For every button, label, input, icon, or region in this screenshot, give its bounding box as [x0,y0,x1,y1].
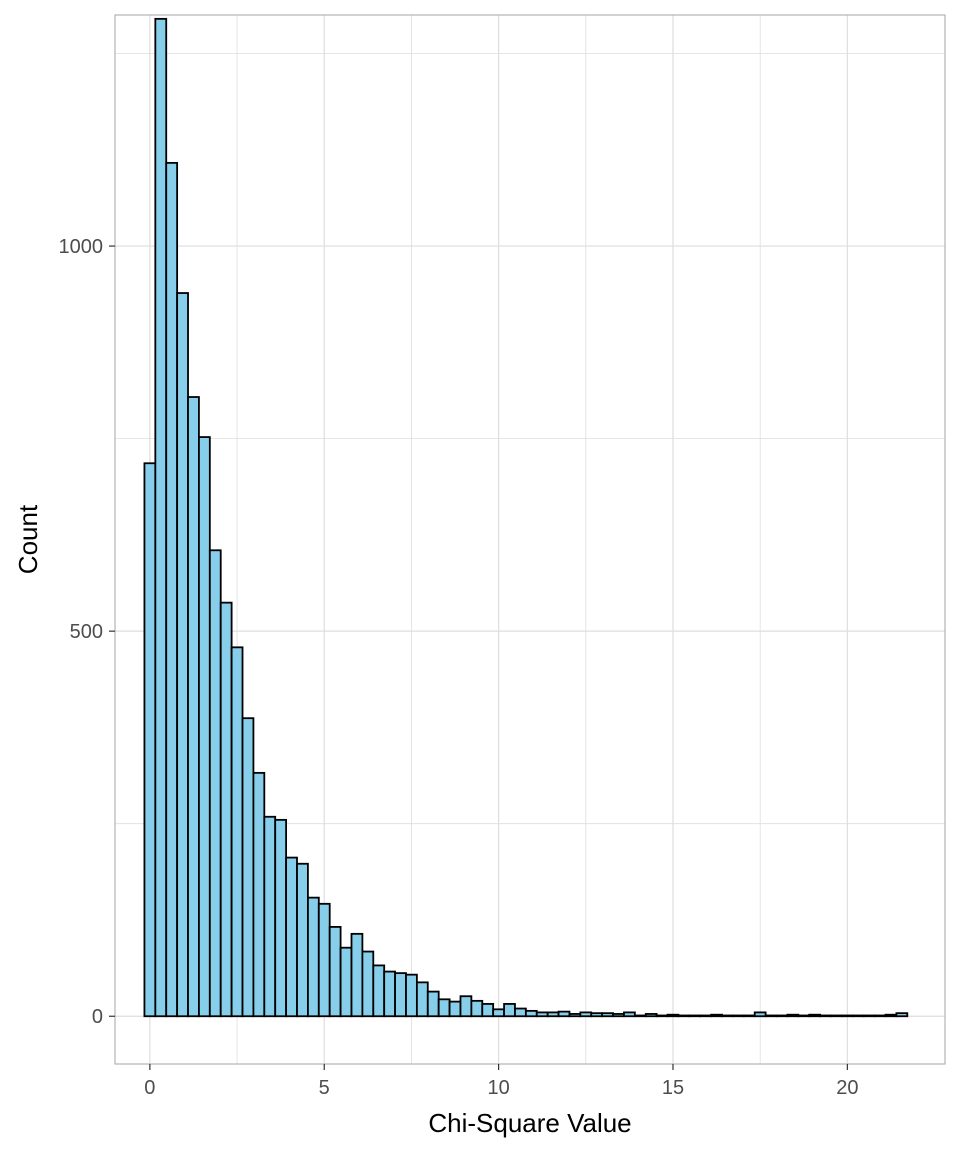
histogram-bar [568,1013,582,1018]
histogram-bar [721,1014,734,1018]
histogram-bar [328,926,342,1018]
histogram-bar [797,1014,811,1018]
y-tick-label: 1000 [59,236,104,258]
y-axis-ticks: 0 500 1000 [59,236,115,1028]
histogram-bar [285,856,298,1018]
histogram-bar [274,818,288,1018]
y-tick-label: 500 [70,621,103,643]
histogram-bar [514,1007,527,1018]
histogram-bar [219,601,233,1018]
histogram-bar [732,1014,745,1018]
histogram-bar [535,1011,549,1018]
histogram-bar [317,902,331,1018]
histogram-bar [448,1000,462,1018]
histogram-bar [677,1014,691,1018]
histogram-bar [339,946,353,1018]
histogram-bar [361,950,375,1018]
histogram-bar [808,1013,822,1018]
histogram-bar [666,1013,680,1018]
histogram-bar [176,292,189,1018]
histogram-bar [612,1013,625,1018]
panel-border [114,14,946,1065]
histogram-bar [524,1009,538,1018]
histogram-bar [492,1008,505,1018]
histogram-bar [557,1010,571,1018]
histogram-bar [187,396,200,1018]
histogram-bar [590,1012,604,1018]
x-tick-label: 5 [319,1077,330,1099]
x-tick-label: 20 [836,1077,858,1099]
histogram-bar [742,1014,756,1018]
histogram-bar [851,1014,865,1018]
y-tick-label: 0 [92,1006,103,1028]
histogram-bar [688,1014,702,1018]
histogram-bar [481,1003,495,1018]
histogram-bar [873,1014,887,1018]
x-tick-label: 10 [487,1077,509,1099]
histogram-bars [143,17,909,1018]
histogram-bar [710,1013,723,1018]
histogram-bar [208,549,222,1018]
histogram-bar [503,1003,516,1018]
x-tick-label: 15 [662,1077,684,1099]
histogram-bar [230,646,244,1018]
x-axis-title: Chi-Square Value [428,1108,631,1138]
histogram-bar [154,17,168,1018]
histogram-bar [143,462,157,1018]
histogram-bar [830,1014,843,1018]
histogram-bar [601,1012,614,1018]
histogram-bar [165,161,179,1018]
histogram-bar [394,972,407,1018]
histogram-bar [426,990,440,1018]
histogram-bar [437,998,451,1018]
histogram-bar [198,436,211,1018]
histogram-bar [372,964,386,1018]
histogram-bar [296,862,309,1018]
y-axis-title: Count [13,504,43,574]
histogram-bar [644,1013,658,1018]
histogram-bar [764,1014,778,1018]
histogram-bar [623,1011,636,1018]
histogram-bar [786,1013,800,1018]
histogram-bar [655,1014,669,1018]
histogram-bar [307,896,320,1018]
histogram-bar [383,970,396,1018]
histogram-bar [862,1014,876,1018]
histogram-bar [884,1013,898,1018]
histogram-bar [252,771,266,1018]
histogram-bar [579,1011,593,1018]
histogram-bar [699,1014,713,1018]
histogram-bar [263,815,277,1018]
histogram-bar [241,717,255,1018]
histogram-bar [546,1011,560,1018]
histogram-bar [775,1014,789,1018]
histogram-bar [753,1011,767,1018]
histogram-bar [470,999,484,1018]
histogram-bar [459,995,473,1018]
x-tick-label: 0 [144,1077,155,1099]
histogram-bar [841,1014,854,1018]
histogram-bar [405,973,418,1018]
x-axis-ticks: 0 5 10 15 20 [144,1064,858,1099]
histogram-bar [895,1012,909,1018]
histogram-bar [819,1014,832,1018]
histogram-bar [415,981,429,1018]
histogram-bar [350,932,364,1018]
histogram-bar [633,1014,647,1018]
